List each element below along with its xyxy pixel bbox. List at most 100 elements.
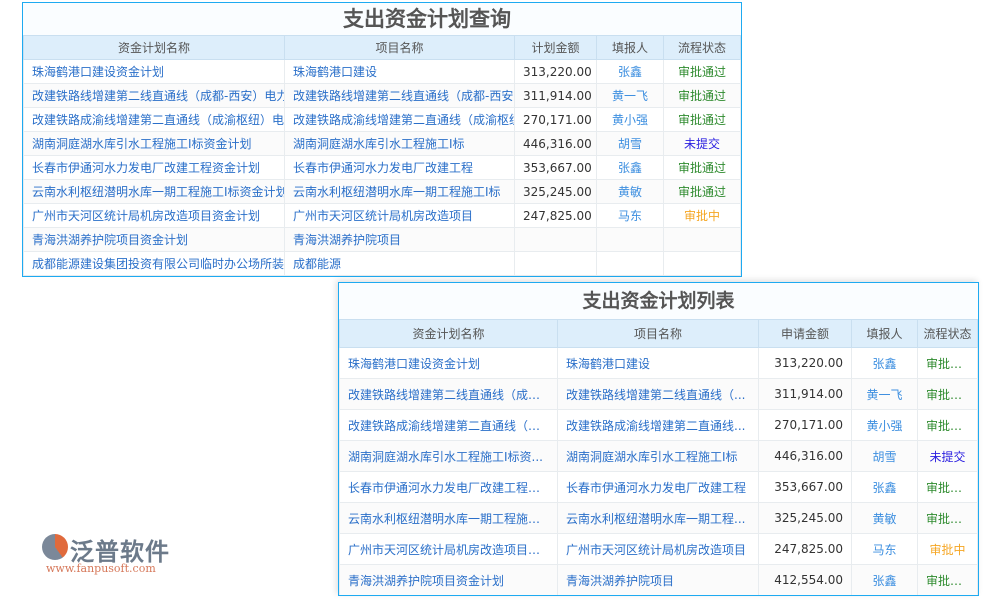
reporter-cell[interactable]: 马东 bbox=[596, 203, 664, 228]
table-row[interactable]: 广州市天河区统计局机房改造项目资... 广州市天河区统计局机房改造项目 247,82… bbox=[339, 533, 978, 565]
reporter-cell[interactable]: 张鑫 bbox=[596, 155, 664, 180]
reporter-cell[interactable]: 马东 bbox=[851, 533, 918, 565]
plan-name-cell[interactable]: 青海洪湖养护院项目资金计划 bbox=[23, 227, 285, 252]
project-name-cell[interactable]: 改建铁路成渝线增建第二直通线（成渝枢纽） bbox=[284, 107, 515, 132]
column-header[interactable]: 填报人 bbox=[851, 319, 918, 348]
amount-cell: 270,171.00 bbox=[758, 409, 852, 441]
column-header[interactable]: 流程状态 bbox=[917, 319, 978, 348]
status-cell: 审批通过 bbox=[663, 179, 741, 204]
project-name-cell[interactable]: 青海洪湖养护院项目 bbox=[284, 227, 515, 252]
table-row[interactable]: 云南水利枢纽潜明水库一期工程施工I标资金计划 云南水利枢纽潜明水库一期工程施工I标… bbox=[23, 179, 741, 204]
status-cell: 审批中 bbox=[663, 203, 741, 228]
reporter-cell[interactable]: 张鑫 bbox=[596, 59, 664, 84]
project-name-cell[interactable]: 云南水利枢纽潜明水库一期工程施工I标 bbox=[284, 179, 515, 204]
plan-name-cell[interactable]: 成都能源建设集团投资有限公司临时办公场所装 bbox=[23, 251, 285, 276]
amount-cell: 325,245.00 bbox=[514, 179, 597, 204]
table-row[interactable]: 青海洪湖养护院项目资金计划 青海洪湖养护院项目 bbox=[23, 227, 741, 252]
plan-name-cell[interactable]: 改建铁路成渝线增建第二直通线（成渝枢纽）电 bbox=[23, 107, 285, 132]
column-header[interactable]: 资金计划名称 bbox=[23, 35, 285, 60]
reporter-cell[interactable] bbox=[596, 227, 664, 252]
plan-name-cell[interactable]: 湖南洞庭湖水库引水工程施工I标资金计划 bbox=[23, 131, 285, 156]
table-row[interactable]: 改建铁路线增建第二线直通线（成都... 改建铁路线增建第二线直通线（... 311,… bbox=[339, 378, 978, 410]
status-cell bbox=[663, 251, 741, 276]
reporter-cell[interactable]: 黄一飞 bbox=[851, 378, 918, 410]
project-name-cell[interactable]: 青海洪湖养护院项目 bbox=[557, 564, 759, 595]
table-row[interactable]: 湖南洞庭湖水库引水工程施工I标资... 湖南洞庭湖水库引水工程施工I标 446,31… bbox=[339, 440, 978, 472]
plan-name-cell[interactable]: 珠海鹤港口建设资金计划 bbox=[339, 347, 558, 379]
table-row[interactable]: 珠海鹤港口建设资金计划 珠海鹤港口建设 313,220.00 张鑫 审批通过 bbox=[339, 347, 978, 379]
project-name-cell[interactable]: 广州市天河区统计局机房改造项目 bbox=[557, 533, 759, 565]
reporter-cell[interactable]: 张鑫 bbox=[851, 471, 918, 503]
table-row[interactable]: 改建铁路成渝线增建第二直通线（成... 改建铁路成渝线增建第二直通线... 270,… bbox=[339, 409, 978, 441]
status-cell: 审批通过 bbox=[917, 564, 978, 595]
table-row[interactable]: 云南水利枢纽潜明水库一期工程施工... 云南水利枢纽潜明水库一期工程... 325,… bbox=[339, 502, 978, 534]
reporter-cell[interactable] bbox=[596, 251, 664, 276]
reporter-cell[interactable]: 黄小强 bbox=[596, 107, 664, 132]
plan-name-cell[interactable]: 云南水利枢纽潜明水库一期工程施工I标资金计划 bbox=[23, 179, 285, 204]
table-row[interactable]: 广州市天河区统计局机房改造项目资金计划 广州市天河区统计局机房改造项目 247,82… bbox=[23, 203, 741, 228]
status-cell: 审批通过 bbox=[663, 59, 741, 84]
list-table: 资金计划名称 项目名称 申请金额 填报人 流程状态 珠海鹤港口建设资金计划 珠海鹤港口建设 3… bbox=[339, 319, 978, 595]
amount-cell: 311,914.00 bbox=[514, 83, 597, 108]
status-cell: 审批通过 bbox=[917, 347, 978, 379]
plan-name-cell[interactable]: 珠海鹤港口建设资金计划 bbox=[23, 59, 285, 84]
plan-name-cell[interactable]: 改建铁路成渝线增建第二直通线（成... bbox=[339, 409, 558, 441]
table-row[interactable]: 改建铁路成渝线增建第二直通线（成渝枢纽）电 改建铁路成渝线增建第二直通线（成渝枢纽… bbox=[23, 107, 741, 132]
project-name-cell[interactable]: 改建铁路线增建第二线直通线（... bbox=[557, 378, 759, 410]
project-name-cell[interactable]: 珠海鹤港口建设 bbox=[284, 59, 515, 84]
plan-name-cell[interactable]: 长春市伊通河水力发电厂改建工程资... bbox=[339, 471, 558, 503]
table-row[interactable]: 长春市伊通河水力发电厂改建工程资金计划 长春市伊通河水力发电厂改建工程 353,66… bbox=[23, 155, 741, 180]
table-row[interactable]: 青海洪湖养护院项目资金计划 青海洪湖养护院项目 412,554.00 张鑫 审批通过 bbox=[339, 564, 978, 595]
page-title: 支出资金计划列表 bbox=[339, 283, 978, 319]
column-header[interactable]: 项目名称 bbox=[284, 35, 515, 60]
project-name-cell[interactable]: 改建铁路线增建第二线直通线（成都-西安） bbox=[284, 83, 515, 108]
plan-name-cell[interactable]: 长春市伊通河水力发电厂改建工程资金计划 bbox=[23, 155, 285, 180]
table-row[interactable]: 湖南洞庭湖水库引水工程施工I标资金计划 湖南洞庭湖水库引水工程施工I标 446,31… bbox=[23, 131, 741, 156]
table-row[interactable]: 改建铁路线增建第二线直通线（成都-西安）电力 改建铁路线增建第二线直通线（成都-西… bbox=[23, 83, 741, 108]
project-name-cell[interactable]: 湖南洞庭湖水库引水工程施工I标 bbox=[284, 131, 515, 156]
column-header[interactable]: 申请金额 bbox=[758, 319, 852, 348]
column-header[interactable]: 计划金额 bbox=[514, 35, 597, 60]
header-row: 资金计划名称 项目名称 申请金额 填报人 流程状态 bbox=[339, 319, 978, 348]
table-row[interactable]: 珠海鹤港口建设资金计划 珠海鹤港口建设 313,220.00 张鑫 审批通过 bbox=[23, 59, 741, 84]
reporter-cell[interactable]: 胡雪 bbox=[596, 131, 664, 156]
column-header[interactable]: 流程状态 bbox=[663, 35, 741, 60]
project-name-cell[interactable]: 广州市天河区统计局机房改造项目 bbox=[284, 203, 515, 228]
reporter-cell[interactable]: 张鑫 bbox=[851, 347, 918, 379]
project-name-cell[interactable]: 珠海鹤港口建设 bbox=[557, 347, 759, 379]
status-cell: 审批通过 bbox=[663, 83, 741, 108]
amount-cell bbox=[514, 227, 597, 252]
project-name-cell[interactable]: 改建铁路成渝线增建第二直通线... bbox=[557, 409, 759, 441]
amount-cell: 311,914.00 bbox=[758, 378, 852, 410]
project-name-cell[interactable]: 长春市伊通河水力发电厂改建工程 bbox=[557, 471, 759, 503]
plan-name-cell[interactable]: 改建铁路线增建第二线直通线（成都-西安）电力 bbox=[23, 83, 285, 108]
status-cell: 审批中 bbox=[917, 533, 978, 565]
plan-name-cell[interactable]: 湖南洞庭湖水库引水工程施工I标资... bbox=[339, 440, 558, 472]
reporter-cell[interactable]: 黄敏 bbox=[851, 502, 918, 534]
reporter-cell[interactable]: 黄敏 bbox=[596, 179, 664, 204]
table-row[interactable]: 成都能源建设集团投资有限公司临时办公场所装 成都能源 bbox=[23, 251, 741, 276]
plan-name-cell[interactable]: 青海洪湖养护院项目资金计划 bbox=[339, 564, 558, 595]
project-name-cell[interactable]: 云南水利枢纽潜明水库一期工程... bbox=[557, 502, 759, 534]
reporter-cell[interactable]: 胡雪 bbox=[851, 440, 918, 472]
plan-name-cell[interactable]: 云南水利枢纽潜明水库一期工程施工... bbox=[339, 502, 558, 534]
plan-name-cell[interactable]: 广州市天河区统计局机房改造项目资... bbox=[339, 533, 558, 565]
amount-cell: 270,171.00 bbox=[514, 107, 597, 132]
table-row[interactable]: 长春市伊通河水力发电厂改建工程资... 长春市伊通河水力发电厂改建工程 353,66… bbox=[339, 471, 978, 503]
project-name-cell[interactable]: 湖南洞庭湖水库引水工程施工I标 bbox=[557, 440, 759, 472]
plan-name-cell[interactable]: 改建铁路线增建第二线直通线（成都... bbox=[339, 378, 558, 410]
project-name-cell[interactable]: 成都能源 bbox=[284, 251, 515, 276]
reporter-cell[interactable]: 黄小强 bbox=[851, 409, 918, 441]
column-header[interactable]: 资金计划名称 bbox=[339, 319, 558, 348]
reporter-cell[interactable]: 张鑫 bbox=[851, 564, 918, 595]
column-header[interactable]: 填报人 bbox=[596, 35, 664, 60]
status-cell bbox=[663, 227, 741, 252]
amount-cell: 412,554.00 bbox=[758, 564, 852, 595]
status-cell: 审批通过 bbox=[917, 409, 978, 441]
amount-cell: 353,667.00 bbox=[758, 471, 852, 503]
status-cell: 审批通过 bbox=[663, 107, 741, 132]
plan-name-cell[interactable]: 广州市天河区统计局机房改造项目资金计划 bbox=[23, 203, 285, 228]
column-header[interactable]: 项目名称 bbox=[557, 319, 759, 348]
reporter-cell[interactable]: 黄一飞 bbox=[596, 83, 664, 108]
project-name-cell[interactable]: 长春市伊通河水力发电厂改建工程 bbox=[284, 155, 515, 180]
